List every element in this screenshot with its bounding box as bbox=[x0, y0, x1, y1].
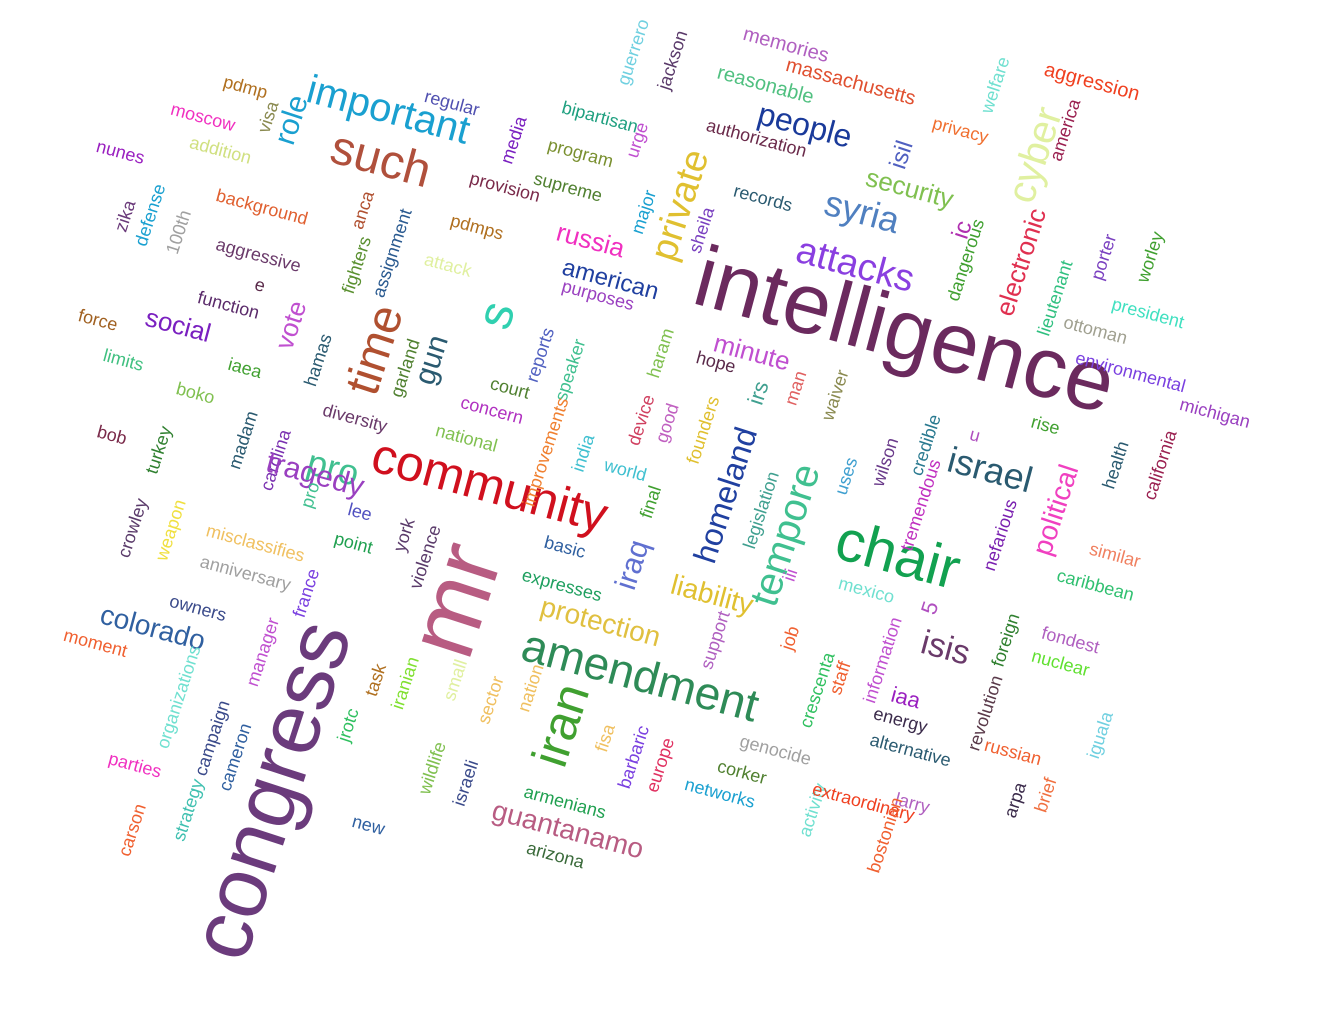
cloud-word: diversity bbox=[320, 399, 390, 437]
cloud-word: assignment bbox=[368, 206, 416, 300]
cloud-word: organizations bbox=[151, 642, 205, 752]
cloud-word: welfare bbox=[976, 54, 1014, 116]
cloud-word: madam bbox=[224, 408, 262, 472]
cloud-word: sector bbox=[472, 673, 508, 727]
cloud-word: york bbox=[389, 515, 419, 555]
cloud-word: moscow bbox=[168, 98, 238, 136]
cloud-word: fighters bbox=[337, 233, 375, 297]
cloud-word: e bbox=[252, 274, 268, 296]
cloud-word: addition bbox=[186, 132, 254, 168]
cloud-word: irs bbox=[742, 377, 774, 408]
cloud-word: iaea bbox=[225, 353, 265, 383]
cloud-word: reports bbox=[521, 325, 559, 385]
cloud-word: alternative bbox=[867, 729, 953, 771]
cloud-word: support bbox=[696, 608, 734, 672]
cloud-word: supreme bbox=[531, 168, 605, 206]
cloud-word: arpa bbox=[999, 779, 1031, 821]
cloud-word: russia bbox=[552, 216, 628, 264]
cloud-word: bob bbox=[94, 421, 130, 449]
cloud-word: isis bbox=[916, 623, 974, 673]
cloud-word: anca bbox=[346, 188, 378, 232]
cloud-word: job bbox=[776, 623, 804, 653]
cloud-word: attack bbox=[422, 249, 474, 281]
cloud-word: social bbox=[142, 301, 215, 349]
cloud-word: defense bbox=[130, 181, 170, 249]
cloud-word: nunes bbox=[93, 135, 147, 169]
cloud-word: fisa bbox=[591, 721, 619, 755]
cloud-word: hamas bbox=[300, 331, 336, 389]
cloud-word: 100th bbox=[161, 207, 195, 257]
cloud-word: world bbox=[601, 454, 649, 486]
cloud-word: aggressive bbox=[213, 234, 303, 276]
cloud-word: israeli bbox=[448, 757, 482, 809]
cloud-word: turkey bbox=[140, 423, 176, 477]
cloud-word: carson bbox=[114, 801, 150, 859]
cloud-word: liability bbox=[667, 568, 757, 621]
cloud-word: wilson bbox=[867, 435, 903, 489]
cloud-word: iranian bbox=[387, 654, 423, 712]
cloud-word: task bbox=[360, 661, 390, 699]
cloud-word: israel bbox=[943, 438, 1038, 501]
cloud-word: uses bbox=[830, 454, 862, 498]
cloud-word: pdmps bbox=[448, 210, 506, 244]
cloud-word: aggression bbox=[1041, 58, 1143, 106]
cloud-word: iraq bbox=[609, 535, 656, 594]
cloud-word: 5 bbox=[915, 598, 944, 618]
cloud-word: france bbox=[288, 566, 324, 620]
cloud-word: boko bbox=[173, 378, 217, 408]
cloud-word: bipartisan bbox=[559, 97, 641, 137]
cloud-word: strategy bbox=[168, 776, 208, 844]
cloud-word: waiver bbox=[817, 367, 853, 423]
cloud-word: porter bbox=[1086, 231, 1120, 283]
cloud-word: caribbean bbox=[1054, 565, 1136, 605]
cloud-word: michigan bbox=[1177, 394, 1253, 432]
cloud-word: point bbox=[331, 528, 375, 558]
cloud-word: electronic bbox=[988, 204, 1052, 320]
cloud-word: background bbox=[214, 185, 311, 229]
cloud-word: records bbox=[731, 180, 795, 216]
cloud-word: russian bbox=[982, 734, 1044, 770]
cloud-word: political bbox=[1025, 460, 1084, 560]
cloud-word: similar bbox=[1087, 538, 1143, 572]
cloud-word: founders bbox=[682, 393, 724, 467]
cloud-word: new bbox=[349, 811, 387, 839]
cloud-word: guerrero bbox=[612, 16, 654, 88]
cloud-word: good bbox=[651, 400, 683, 446]
cloud-word: provision bbox=[467, 168, 543, 206]
cloud-word: program bbox=[545, 134, 615, 172]
cloud-word: small bbox=[439, 656, 472, 704]
cloud-word: california bbox=[1139, 427, 1181, 503]
cloud-word: vote bbox=[268, 296, 312, 354]
cloud-word: brief bbox=[1030, 775, 1060, 815]
cloud-word: wildlife bbox=[414, 739, 450, 797]
cloud-word: u bbox=[967, 424, 983, 446]
cloud-word: media bbox=[495, 113, 531, 167]
cloud-word: pdmp bbox=[220, 71, 270, 103]
cloud-word: limits bbox=[100, 345, 146, 375]
cloud-word: weapon bbox=[150, 496, 190, 564]
cloud-word: haram bbox=[642, 325, 678, 381]
cloud-word: foreign bbox=[987, 610, 1024, 670]
cloud-word: lee bbox=[345, 499, 375, 525]
cloud-word: crowley bbox=[113, 495, 151, 561]
cloud-word: final bbox=[635, 483, 665, 521]
cloud-word: worley bbox=[1132, 229, 1168, 285]
cloud-word: nefarious bbox=[979, 496, 1021, 574]
cloud-word: india bbox=[567, 431, 599, 475]
cloud-word: iguala bbox=[1083, 709, 1117, 761]
cloud-word: mr bbox=[386, 530, 523, 670]
cloud-word: privacy bbox=[929, 112, 991, 148]
cloud-word: jackson bbox=[653, 27, 691, 93]
cloud-word: parties bbox=[106, 748, 164, 782]
cloud-word: speaker bbox=[550, 336, 590, 404]
cloud-word: memories bbox=[740, 23, 832, 67]
cloud-word: s bbox=[464, 294, 526, 336]
cloud-word: force bbox=[76, 305, 120, 335]
cloud-word: health bbox=[1097, 438, 1133, 492]
